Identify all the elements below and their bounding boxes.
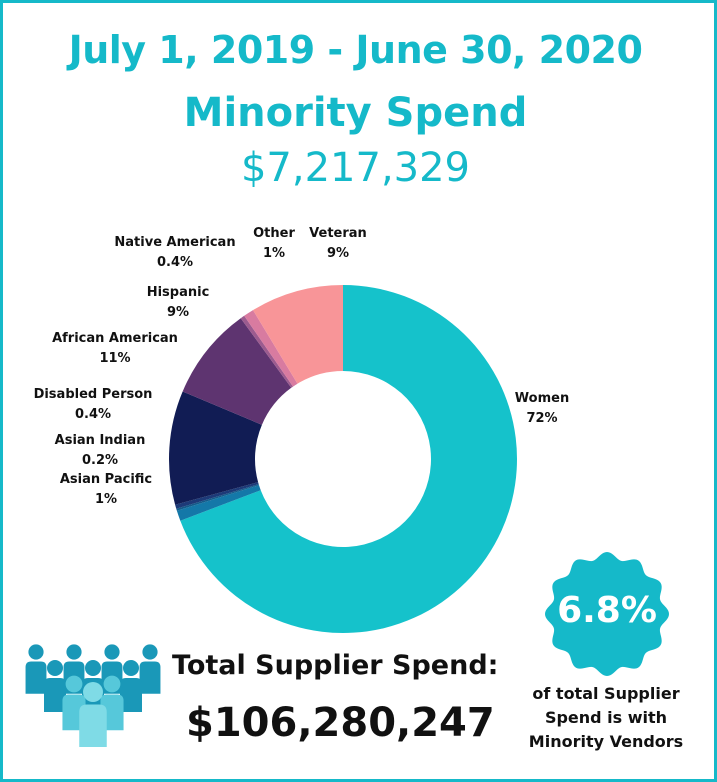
person-center [79, 682, 107, 747]
slice-value-native-american: 0.4% [157, 255, 193, 270]
slice-value-disabled-person: 0.4% [75, 407, 111, 422]
total-supplier-spend-value: $106,280,247 [186, 700, 495, 746]
slice-label-asian-pacific: Asian Pacific [60, 472, 152, 487]
slice-value-hispanic: 9% [167, 305, 189, 320]
person-back-4 [139, 644, 161, 694]
badge-shape [545, 552, 669, 676]
person-middle-1 [44, 660, 66, 712]
slice-value-women: 72% [526, 411, 557, 426]
badge-caption-line-3: Minority Vendors [528, 732, 684, 751]
slice-african-american [168, 391, 262, 505]
slice-veteran [252, 285, 343, 384]
slice-label-other: Other [253, 226, 295, 241]
slice-label-african-american: African American [52, 331, 178, 346]
percentage-badge [545, 552, 669, 676]
slice-label-hispanic: Hispanic [147, 285, 210, 300]
slice-label-veteran: Veteran [309, 226, 367, 241]
badge-value: 6.8% [557, 590, 657, 631]
slice-value-african-american: 11% [99, 351, 130, 366]
slice-native-american [240, 315, 294, 388]
slice-hispanic [182, 318, 292, 425]
period-title: July 1, 2019 - June 30, 2020 [68, 28, 643, 72]
slice-value-veteran: 9% [327, 246, 349, 261]
slice-asian-pacific [176, 485, 261, 521]
badge-caption: of total Supplier Spend is with Minority… [508, 682, 704, 754]
slice-value-asian-indian: 0.2% [82, 453, 118, 468]
person-back-1 [25, 644, 47, 694]
minority-spend-amount: $7,217,329 [240, 145, 471, 191]
page-title: Minority Spend [183, 90, 528, 136]
badge-caption-line-1: of total Supplier [532, 684, 680, 703]
slice-label-disabled-person: Disabled Person [34, 387, 153, 402]
slice-label-women: Women [515, 391, 569, 406]
slice-value-other: 1% [263, 246, 285, 261]
badge-caption-line-2: Spend is with [544, 708, 668, 727]
slice-women [180, 285, 517, 633]
slice-other [244, 310, 298, 387]
total-supplier-spend-label: Total Supplier Spend: [172, 650, 499, 681]
slice-label-native-american: Native American [114, 235, 235, 250]
slice-disabled-person [175, 482, 259, 509]
slice-label-asian-indian: Asian Indian [55, 433, 146, 448]
slice-asian-indian [176, 484, 259, 511]
people-group-icon [25, 644, 161, 747]
slice-value-asian-pacific: 1% [95, 492, 117, 507]
person-middle-3 [120, 660, 142, 712]
